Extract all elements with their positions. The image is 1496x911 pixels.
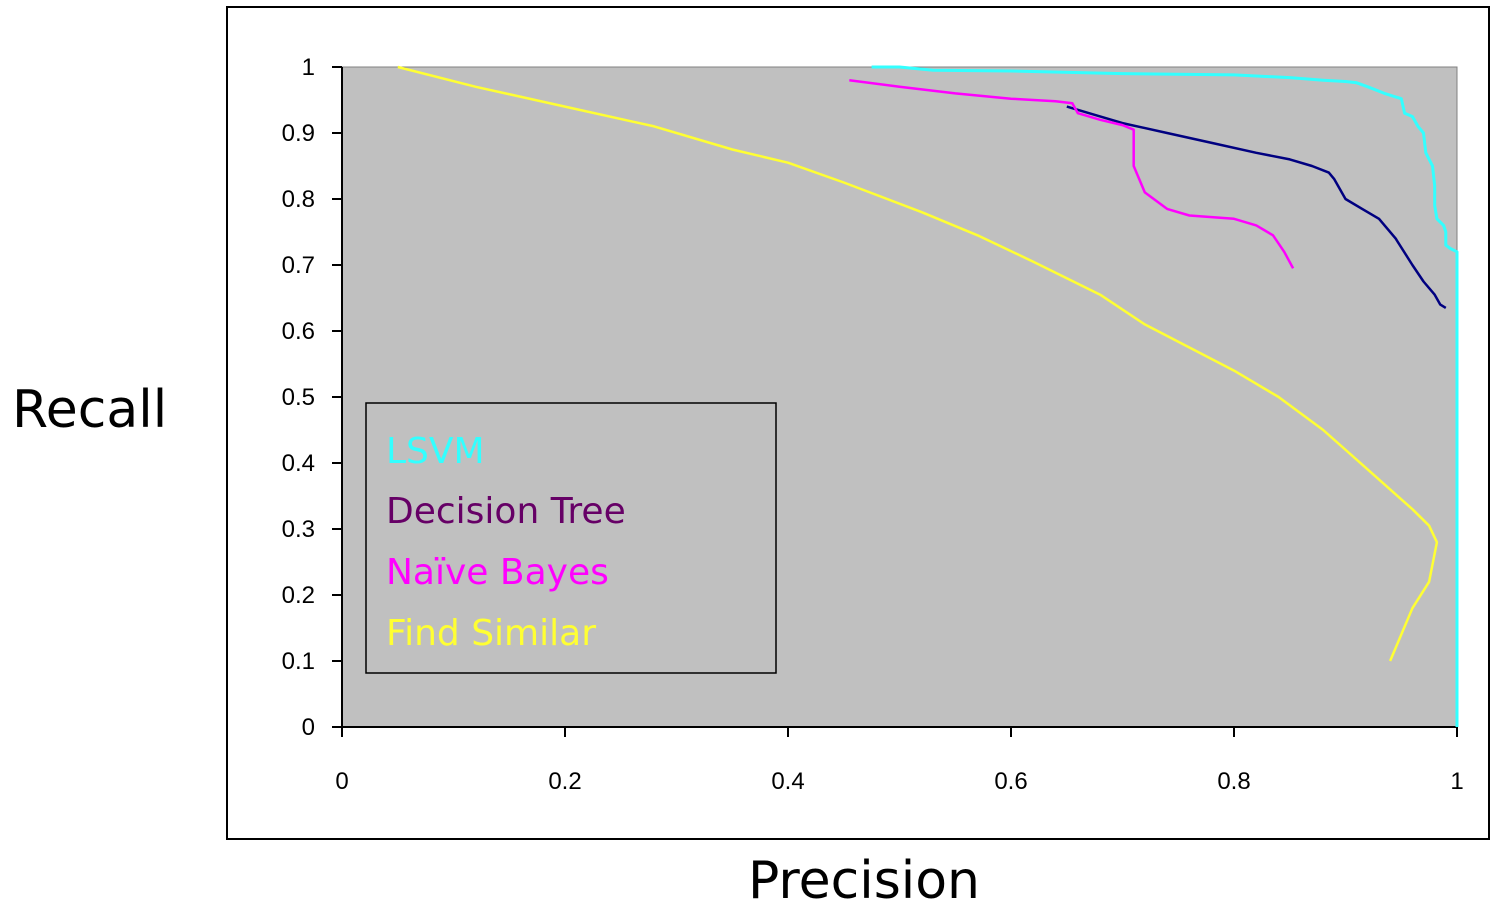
series-line-decision-tree bbox=[1066, 105, 1447, 309]
y-tick-label: 0.6 bbox=[282, 318, 315, 345]
legend-entry-naive-bayes: Naïve Bayes bbox=[386, 552, 609, 593]
x-tick-label: 0.2 bbox=[548, 768, 581, 795]
series-lines bbox=[397, 65, 1459, 727]
y-axis-ticks: 0 0.1 0.2 0.3 0.4 0.5 0.6 0.7 0.8 0.9 1 bbox=[282, 54, 342, 741]
x-tick-label: 0 bbox=[335, 768, 348, 795]
x-tick-label: 1 bbox=[1450, 768, 1463, 795]
legend-entry-decision-tree: Decision Tree bbox=[386, 491, 626, 532]
y-tick-label: 0 bbox=[302, 714, 315, 741]
series-line-find-similar bbox=[397, 65, 1439, 662]
y-tick-label: 0.7 bbox=[282, 252, 315, 279]
x-axis-ticks: 0 0.2 0.4 0.6 0.8 1 bbox=[335, 727, 1464, 795]
y-tick-label: 0.5 bbox=[282, 384, 315, 411]
x-tick-label: 0.8 bbox=[1217, 768, 1250, 795]
legend-box bbox=[365, 402, 777, 674]
y-axis-title: Recall bbox=[12, 380, 167, 440]
series-line-naive-bayes bbox=[849, 78, 1295, 269]
y-tick-label: 0.3 bbox=[282, 516, 315, 543]
legend-entry-find-similar: Find Similar bbox=[386, 613, 596, 654]
legend: LSVM Decision Tree Naïve Bayes Find Simi… bbox=[365, 402, 777, 674]
legend-entry-lsvm: LSVM bbox=[386, 431, 485, 472]
y-tick-label: 0.2 bbox=[282, 582, 315, 609]
series-line-lsvm bbox=[871, 65, 1459, 727]
y-tick-label: 0.4 bbox=[282, 450, 315, 477]
y-tick-label: 0.8 bbox=[282, 186, 315, 213]
x-tick-label: 0.4 bbox=[771, 768, 804, 795]
y-tick-label: 0.1 bbox=[282, 648, 315, 675]
y-tick-label: 0.9 bbox=[282, 120, 315, 147]
x-tick-label: 0.6 bbox=[994, 768, 1027, 795]
x-axis-title: Precision bbox=[748, 851, 980, 911]
y-tick-label: 1 bbox=[302, 54, 315, 81]
